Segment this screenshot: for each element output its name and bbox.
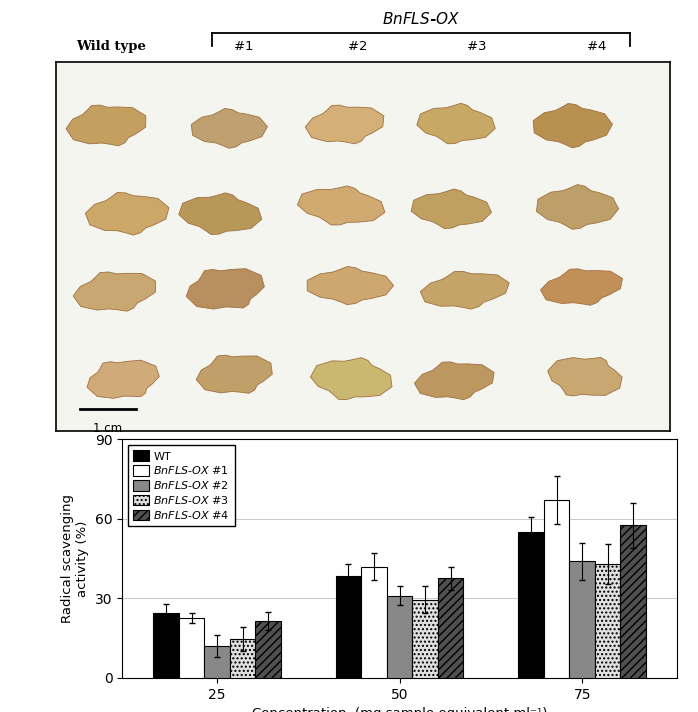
- Polygon shape: [415, 362, 494, 399]
- Bar: [544, 501, 570, 678]
- Bar: [595, 564, 621, 678]
- Polygon shape: [191, 108, 267, 148]
- Polygon shape: [186, 268, 265, 309]
- Text: Wild type: Wild type: [76, 39, 146, 53]
- Text: $\it{\#2}$: $\it{\#2}$: [347, 39, 367, 53]
- Polygon shape: [311, 357, 392, 399]
- Bar: [336, 576, 362, 678]
- Polygon shape: [548, 357, 622, 396]
- Text: $\it{\#3}$: $\it{\#3}$: [466, 39, 487, 53]
- X-axis label: Concentration  (mg sample equivalent ml⁻¹): Concentration (mg sample equivalent ml⁻¹…: [252, 707, 547, 712]
- Polygon shape: [417, 103, 496, 144]
- Bar: [230, 639, 255, 678]
- Polygon shape: [87, 360, 159, 398]
- Bar: [518, 532, 544, 678]
- Bar: [413, 600, 438, 678]
- Polygon shape: [307, 266, 394, 305]
- Polygon shape: [411, 189, 491, 229]
- Bar: [255, 621, 281, 678]
- Bar: [179, 618, 205, 678]
- Text: $\it{\#4}$: $\it{\#4}$: [586, 39, 607, 53]
- Bar: [153, 613, 179, 678]
- Polygon shape: [297, 186, 385, 225]
- Bar: [621, 525, 646, 678]
- Polygon shape: [196, 355, 272, 393]
- Text: $\it{\#1}$: $\it{\#1}$: [233, 39, 253, 53]
- Polygon shape: [179, 193, 262, 234]
- Text: 1 cm: 1 cm: [94, 422, 123, 434]
- Polygon shape: [420, 271, 510, 309]
- Y-axis label: Radical scavenging
activity (%): Radical scavenging activity (%): [61, 494, 89, 623]
- Polygon shape: [533, 103, 612, 148]
- Bar: [438, 578, 463, 678]
- Polygon shape: [85, 192, 169, 235]
- Polygon shape: [537, 184, 618, 229]
- Text: $\it{BnFLS}$-$\it{OX}$: $\it{BnFLS}$-$\it{OX}$: [383, 11, 461, 27]
- Bar: [362, 567, 387, 678]
- Bar: [387, 596, 413, 678]
- Polygon shape: [540, 269, 623, 305]
- Bar: [205, 646, 230, 678]
- Polygon shape: [66, 105, 146, 146]
- Legend: WT, $\it{BnFLS}$-$\it{OX}$ #1, $\it{BnFLS}$-$\it{OX}$ #2, $\it{BnFLS}$-$\it{OX}$: WT, $\it{BnFLS}$-$\it{OX}$ #1, $\it{BnFL…: [128, 445, 235, 526]
- Polygon shape: [305, 105, 384, 144]
- Bar: [570, 561, 595, 678]
- Polygon shape: [73, 272, 156, 311]
